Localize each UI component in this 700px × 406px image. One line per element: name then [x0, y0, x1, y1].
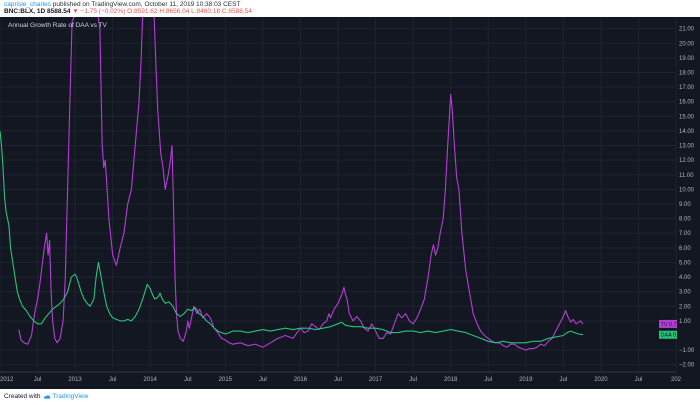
- symbol-label: BNC:BLX, 1D: [4, 8, 46, 15]
- x-tick-label: Jul: [334, 377, 342, 383]
- series-line-daa: [0, 130, 583, 344]
- y-tick-label: 1.00: [679, 319, 691, 325]
- created-with-label: Created with: [4, 393, 41, 400]
- chart-title: Annual Growth Rate of DAA vs TV: [8, 22, 107, 29]
- tradingview-brand[interactable]: TradingView: [52, 393, 89, 400]
- x-tick-label: Jul: [484, 377, 492, 383]
- tradingview-logo-icon: [43, 394, 50, 399]
- x-tick-label: 2018: [444, 377, 458, 383]
- y-tick-label: 4.00: [679, 275, 691, 281]
- y-tick-label: −1.00: [679, 348, 695, 354]
- y-tick-label: 18.00: [679, 71, 695, 77]
- y-tick-label: 10.00: [679, 187, 695, 193]
- x-tick-label: 2014: [144, 377, 158, 383]
- price-change: ▼ −1.75 (−0.02%): [72, 8, 126, 15]
- last-value-badges: TV 0.79 DAA 0.05: [659, 319, 684, 339]
- publish-line: caprisle_charles published on TradingVie…: [4, 1, 240, 8]
- y-tick-label: 7.00: [679, 231, 691, 237]
- y-axis: 21.00 20.00 19.00 18.00 17.00 16.00 15.00 14.00…: [679, 27, 695, 369]
- y-tick-label: 9.00: [679, 202, 691, 208]
- symbol-line: BNC:BLX, 1D 8588.54 ▼ −1.75 (−0.02%) O:8…: [4, 8, 252, 15]
- x-tick-label: 2013: [68, 377, 82, 383]
- y-tick-label: 8.00: [679, 217, 691, 223]
- x-tick-label: Jul: [259, 377, 267, 383]
- y-tick-label: 16.00: [679, 100, 695, 106]
- y-tick-label: 6.00: [679, 246, 691, 252]
- x-tick-label: Jul: [409, 377, 417, 383]
- x-tick-label: Jul: [184, 377, 192, 383]
- y-tick-label: 5.00: [679, 260, 691, 266]
- series-line-tv: [18, 17, 584, 351]
- y-tick-label: 3.00: [679, 290, 691, 296]
- x-tick-label: 202: [671, 377, 682, 383]
- badge-tv: [659, 319, 677, 328]
- y-tick-label: 20.00: [679, 41, 695, 47]
- badge-daa: [659, 330, 677, 339]
- author-link[interactable]: caprisle_charles: [4, 1, 51, 8]
- x-tick-label: 2020: [594, 377, 608, 383]
- chart-footer: Created with TradingView: [0, 389, 700, 406]
- y-tick-label: 17.00: [679, 85, 695, 91]
- badge-label-daa: DAA 0.05: [661, 333, 684, 339]
- x-tick-label: Jul: [109, 377, 117, 383]
- y-tick-label: 15.00: [679, 114, 695, 120]
- badge-label-tv: TV 0.79: [661, 322, 680, 328]
- price-value: 8588.54: [46, 8, 71, 15]
- chart-grid: [0, 17, 677, 373]
- y-tick-label: 13.00: [679, 144, 695, 150]
- series-lines: [0, 17, 584, 351]
- x-tick-label: Jul: [635, 377, 643, 383]
- y-tick-label: 2.00: [679, 304, 691, 310]
- x-axis: 2012 Jul 2013 Jul 2014 Jul 2015 Jul 2016 Jul 2017 J…: [0, 377, 682, 383]
- x-tick-label: 2016: [294, 377, 308, 383]
- x-tick-label: 2017: [369, 377, 383, 383]
- y-tick-label: 11.00: [679, 173, 694, 179]
- ohlc-values: O:8591.62 H:8656.04 L:8460.18 C:8588.54: [127, 8, 252, 15]
- x-tick-label: Jul: [559, 377, 567, 383]
- x-tick-label: 2019: [519, 377, 533, 383]
- y-tick-label: 14.00: [679, 129, 695, 135]
- published-text: published on TradingView.com, October 11…: [52, 1, 241, 8]
- y-tick-label: 12.00: [679, 158, 695, 164]
- x-tick-label: 2012: [0, 377, 14, 383]
- chart-header: caprisle_charles published on TradingVie…: [0, 0, 700, 17]
- y-tick-label: −2.00: [679, 363, 695, 369]
- chart-svg[interactable]: 21.00 20.00 19.00 18.00 17.00 16.00 15.00 14.00…: [0, 17, 700, 389]
- x-tick-label: Jul: [34, 377, 42, 383]
- y-tick-label: 21.00: [679, 27, 695, 33]
- x-tick-label: 2015: [219, 377, 233, 383]
- y-tick-label: 19.00: [679, 56, 695, 62]
